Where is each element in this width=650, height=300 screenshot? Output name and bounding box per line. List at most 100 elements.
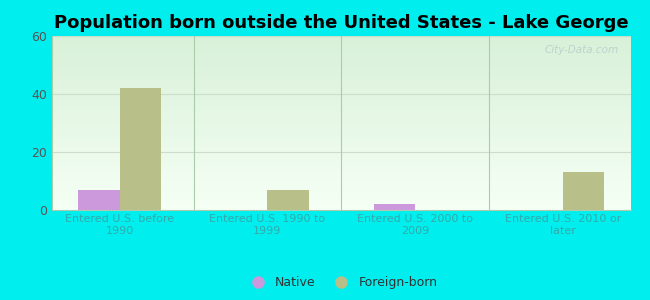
- Bar: [52, 128, 630, 129]
- Bar: [52, 150, 630, 151]
- Bar: [52, 148, 630, 149]
- Bar: [52, 55, 630, 56]
- Bar: [52, 60, 630, 61]
- Bar: [52, 106, 630, 107]
- Bar: [52, 86, 630, 87]
- Bar: [374, 204, 415, 210]
- Bar: [52, 194, 630, 195]
- Bar: [52, 105, 630, 106]
- Bar: [52, 71, 630, 72]
- Bar: [52, 84, 630, 85]
- Bar: [52, 189, 630, 190]
- Bar: [52, 39, 630, 40]
- Bar: [52, 83, 630, 84]
- Bar: [52, 172, 630, 173]
- Bar: [52, 45, 630, 46]
- Bar: [52, 44, 630, 45]
- Bar: [52, 202, 630, 203]
- Bar: [52, 57, 630, 58]
- Title: Population born outside the United States - Lake George: Population born outside the United State…: [54, 14, 629, 32]
- Bar: [52, 203, 630, 204]
- Bar: [52, 163, 630, 164]
- Bar: [52, 53, 630, 54]
- Bar: [52, 42, 630, 43]
- Bar: [52, 190, 630, 191]
- Bar: [52, 77, 630, 78]
- Bar: [52, 66, 630, 67]
- Bar: [52, 138, 630, 139]
- Bar: [52, 166, 630, 167]
- Bar: [52, 126, 630, 127]
- Bar: [52, 151, 630, 152]
- Bar: [52, 87, 630, 88]
- Bar: [52, 207, 630, 208]
- Bar: [52, 88, 630, 89]
- Bar: [52, 79, 630, 80]
- Bar: [52, 50, 630, 51]
- Bar: [52, 127, 630, 128]
- Bar: [52, 76, 630, 77]
- Bar: [52, 96, 630, 97]
- Bar: [52, 209, 630, 210]
- Bar: [52, 157, 630, 158]
- Bar: [52, 160, 630, 161]
- Bar: [52, 95, 630, 96]
- Bar: [52, 156, 630, 157]
- Bar: [52, 47, 630, 48]
- Bar: [52, 188, 630, 189]
- Bar: [52, 66, 630, 67]
- Bar: [52, 149, 630, 150]
- Bar: [52, 89, 630, 90]
- Bar: [52, 119, 630, 120]
- Bar: [52, 91, 630, 92]
- Bar: [52, 111, 630, 112]
- Bar: [52, 161, 630, 162]
- Bar: [52, 145, 630, 146]
- Bar: [52, 205, 630, 206]
- Bar: [52, 51, 630, 52]
- Bar: [52, 136, 630, 137]
- Bar: [52, 61, 630, 62]
- Bar: [52, 199, 630, 200]
- Bar: [52, 74, 630, 75]
- Bar: [52, 113, 630, 114]
- Bar: [52, 52, 630, 53]
- Bar: [52, 132, 630, 133]
- Bar: [52, 85, 630, 86]
- Bar: [78, 190, 120, 210]
- Bar: [52, 197, 630, 198]
- Bar: [52, 43, 630, 44]
- Bar: [52, 193, 630, 194]
- Bar: [52, 64, 630, 65]
- Bar: [52, 171, 630, 172]
- Bar: [52, 37, 630, 38]
- Bar: [52, 117, 630, 118]
- Bar: [52, 124, 630, 125]
- Bar: [52, 164, 630, 165]
- Bar: [52, 80, 630, 81]
- Bar: [52, 48, 630, 49]
- Bar: [52, 36, 630, 37]
- Bar: [52, 141, 630, 142]
- Bar: [52, 107, 630, 108]
- Bar: [52, 201, 630, 202]
- Bar: [52, 159, 630, 160]
- Bar: [52, 206, 630, 207]
- Bar: [52, 54, 630, 55]
- Bar: [52, 108, 630, 109]
- Bar: [52, 109, 630, 110]
- Bar: [52, 63, 630, 64]
- Bar: [52, 90, 630, 91]
- Text: City-Data.com: City-Data.com: [545, 45, 619, 55]
- Bar: [52, 41, 630, 42]
- Bar: [52, 92, 630, 93]
- Bar: [52, 195, 630, 196]
- Bar: [52, 100, 630, 101]
- Bar: [563, 172, 604, 210]
- Bar: [52, 196, 630, 197]
- Bar: [52, 180, 630, 181]
- Bar: [52, 115, 630, 116]
- Bar: [52, 131, 630, 132]
- Bar: [52, 173, 630, 174]
- Bar: [52, 135, 630, 136]
